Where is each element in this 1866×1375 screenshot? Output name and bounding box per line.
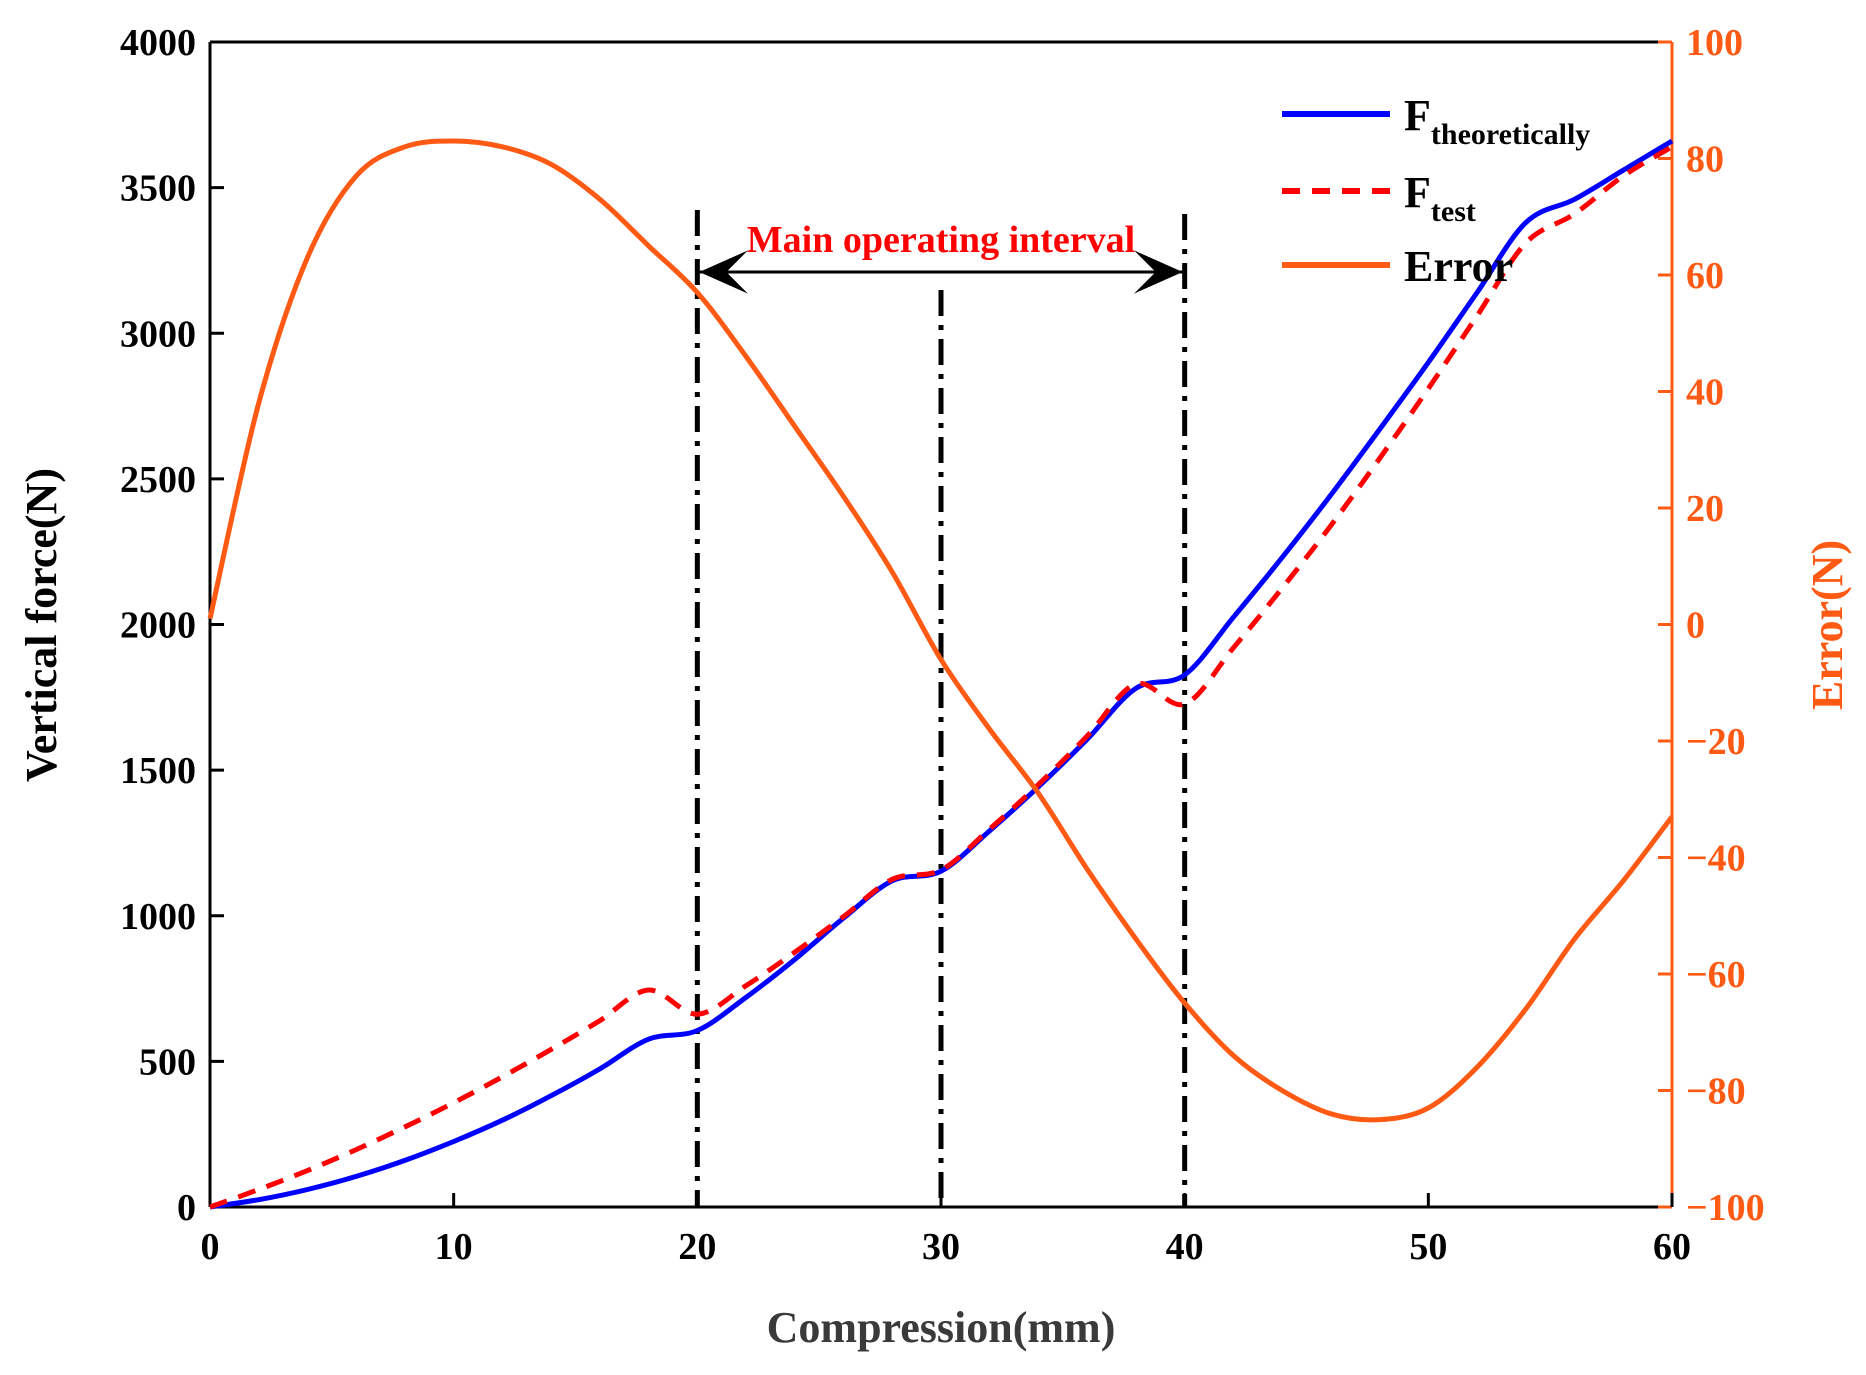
y-tick-label: 4000 [120, 22, 196, 64]
y2-tick-label: 20 [1686, 488, 1724, 530]
x-tick-label: 20 [678, 1226, 716, 1268]
legend-label-test: Ftest [1404, 168, 1476, 228]
legend-label-error: Error [1404, 242, 1513, 291]
legend: Ftheoretically Ftest Error [1282, 91, 1590, 291]
x-tick-label: 0 [201, 1226, 220, 1268]
x-axis-title: Compression(mm) [767, 1303, 1116, 1352]
y2-tick-label: −80 [1686, 1071, 1746, 1113]
series-layer [207, 138, 1674, 1210]
y2-tick-label: 0 [1686, 605, 1705, 647]
y-axis-title: Vertical force(N) [17, 468, 66, 782]
y2-tick-label: −20 [1686, 721, 1746, 763]
y-tick-label: 2000 [120, 605, 196, 647]
y-tick-label: 1000 [120, 896, 196, 938]
interval-annotation-text: Main operating interval [747, 219, 1135, 261]
y-tick-label: 3000 [120, 313, 196, 355]
interval-lines [694, 210, 1188, 1207]
interval-annotation: Main operating interval [699, 219, 1183, 294]
legend-label-theoretical: Ftheoretically [1404, 91, 1590, 151]
x-tick-label: 40 [1166, 1226, 1204, 1268]
x-tick-label: 10 [435, 1226, 473, 1268]
y-tick-label: 0 [177, 1187, 196, 1229]
y-tick-label: 3500 [120, 168, 196, 210]
x-tick-label: 50 [1409, 1226, 1447, 1268]
y2-axis-title: Error(N) [1803, 540, 1852, 710]
x-tick-label: 60 [1653, 1226, 1691, 1268]
y2-tick-label: −100 [1686, 1187, 1765, 1229]
y2-tick-label: −40 [1686, 838, 1746, 880]
x-tick-label: 30 [922, 1226, 960, 1268]
y2-tick-label: 40 [1686, 372, 1724, 414]
y2-tick-label: 100 [1686, 22, 1743, 64]
ticks-layer: 05001000150020002500300035004000−100−80−… [120, 22, 1765, 1268]
y-tick-label: 2500 [120, 459, 196, 501]
series-line-error [207, 138, 1674, 1123]
y2-tick-label: 80 [1686, 139, 1724, 181]
y2-tick-label: −60 [1686, 954, 1746, 996]
y2-tick-label: 60 [1686, 255, 1724, 297]
y-tick-label: 1500 [120, 750, 196, 792]
y-tick-label: 500 [139, 1041, 196, 1083]
series-line-test [209, 144, 1674, 1210]
